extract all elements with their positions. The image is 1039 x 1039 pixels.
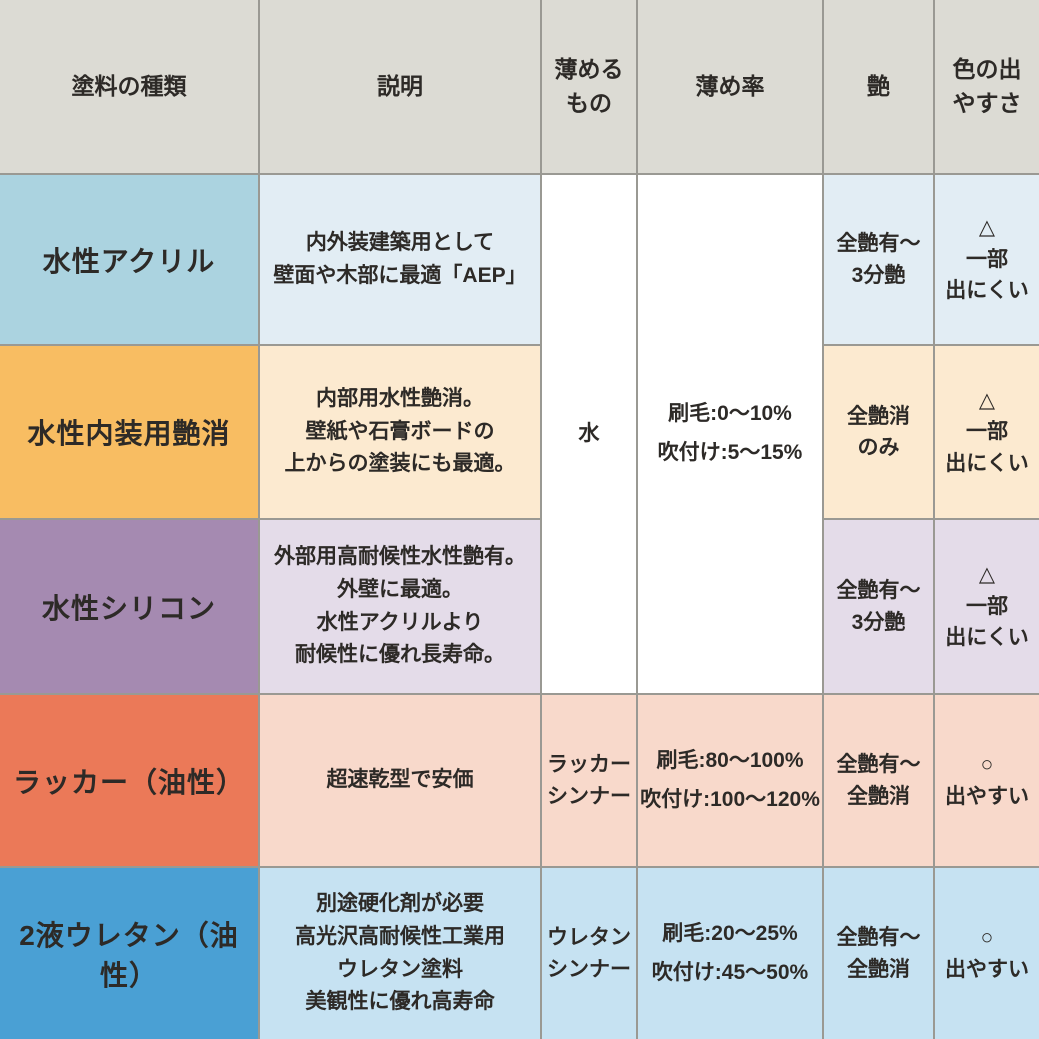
row-interior-matte-gloss-cell: 全艶消 のみ <box>824 346 933 518</box>
row-lacquer-name-cell: ラッカー（油性） <box>0 695 258 866</box>
row-lacquer-ratio-cell: 刷毛:80〜100% 吹付け:100〜120% <box>638 695 822 866</box>
row-silicone-name-cell: 水性シリコン <box>0 520 258 693</box>
header-cell-gloss: 艶 <box>824 0 933 173</box>
row-lacquer-description-cell: 超速乾型で安価 <box>260 695 540 866</box>
row-urethane-color-ease-cell: ○ 出やすい <box>935 868 1039 1039</box>
row-silicone-color-ease-cell: △ 一部 出にくい <box>935 520 1039 693</box>
row-interior-matte-color-ease-cell: △ 一部 出にくい <box>935 346 1039 518</box>
row-urethane-name-cell: 2液ウレタン（油性） <box>0 868 258 1039</box>
header-cell-thin-ratio: 薄め率 <box>638 0 822 173</box>
row-urethane-thinner-cell: ウレタン シンナー <box>542 868 636 1039</box>
row-lacquer-color-ease-cell: ○ 出やすい <box>935 695 1039 866</box>
row-urethane-gloss-cell: 全艶有〜 全艶消 <box>824 868 933 1039</box>
row-urethane-description-cell: 別途硬化剤が必要 高光沢高耐候性工業用 ウレタン塗料 美観性に優れ高寿命 <box>260 868 540 1039</box>
row-lacquer-gloss-cell: 全艶有〜 全艶消 <box>824 695 933 866</box>
header-cell-thinner: 薄める もの <box>542 0 636 173</box>
merged-thinner-water-cell: 水 <box>542 175 636 693</box>
row-interior-matte-description-cell: 内部用水性艶消。 壁紙や石膏ボードの 上からの塗装にも最適。 <box>260 346 540 518</box>
row-urethane-ratio-cell: 刷毛:20〜25% 吹付け:45〜50% <box>638 868 822 1039</box>
row-acrylic-description-cell: 内外装建築用として 壁面や木部に最適「AEP」 <box>260 175 540 344</box>
row-silicone-gloss-cell: 全艶有〜 3分艶 <box>824 520 933 693</box>
row-lacquer-thinner-cell: ラッカー シンナー <box>542 695 636 866</box>
header-cell-color-ease: 色の出 やすさ <box>935 0 1039 173</box>
header-cell-description: 説明 <box>260 0 540 173</box>
row-interior-matte-name-cell: 水性内装用艶消 <box>0 346 258 518</box>
row-silicone-description-cell: 外部用高耐候性水性艶有。 外壁に最適。 水性アクリルより 耐候性に優れ長寿命。 <box>260 520 540 693</box>
merged-ratio-water-cell: 刷毛:0〜10% 吹付け:5〜15% <box>638 175 822 693</box>
row-acrylic-color-ease-cell: △ 一部 出にくい <box>935 175 1039 344</box>
header-cell-paint-type: 塗料の種類 <box>0 0 258 173</box>
row-acrylic-name-cell: 水性アクリル <box>0 175 258 344</box>
row-acrylic-gloss-cell: 全艶有〜 3分艶 <box>824 175 933 344</box>
